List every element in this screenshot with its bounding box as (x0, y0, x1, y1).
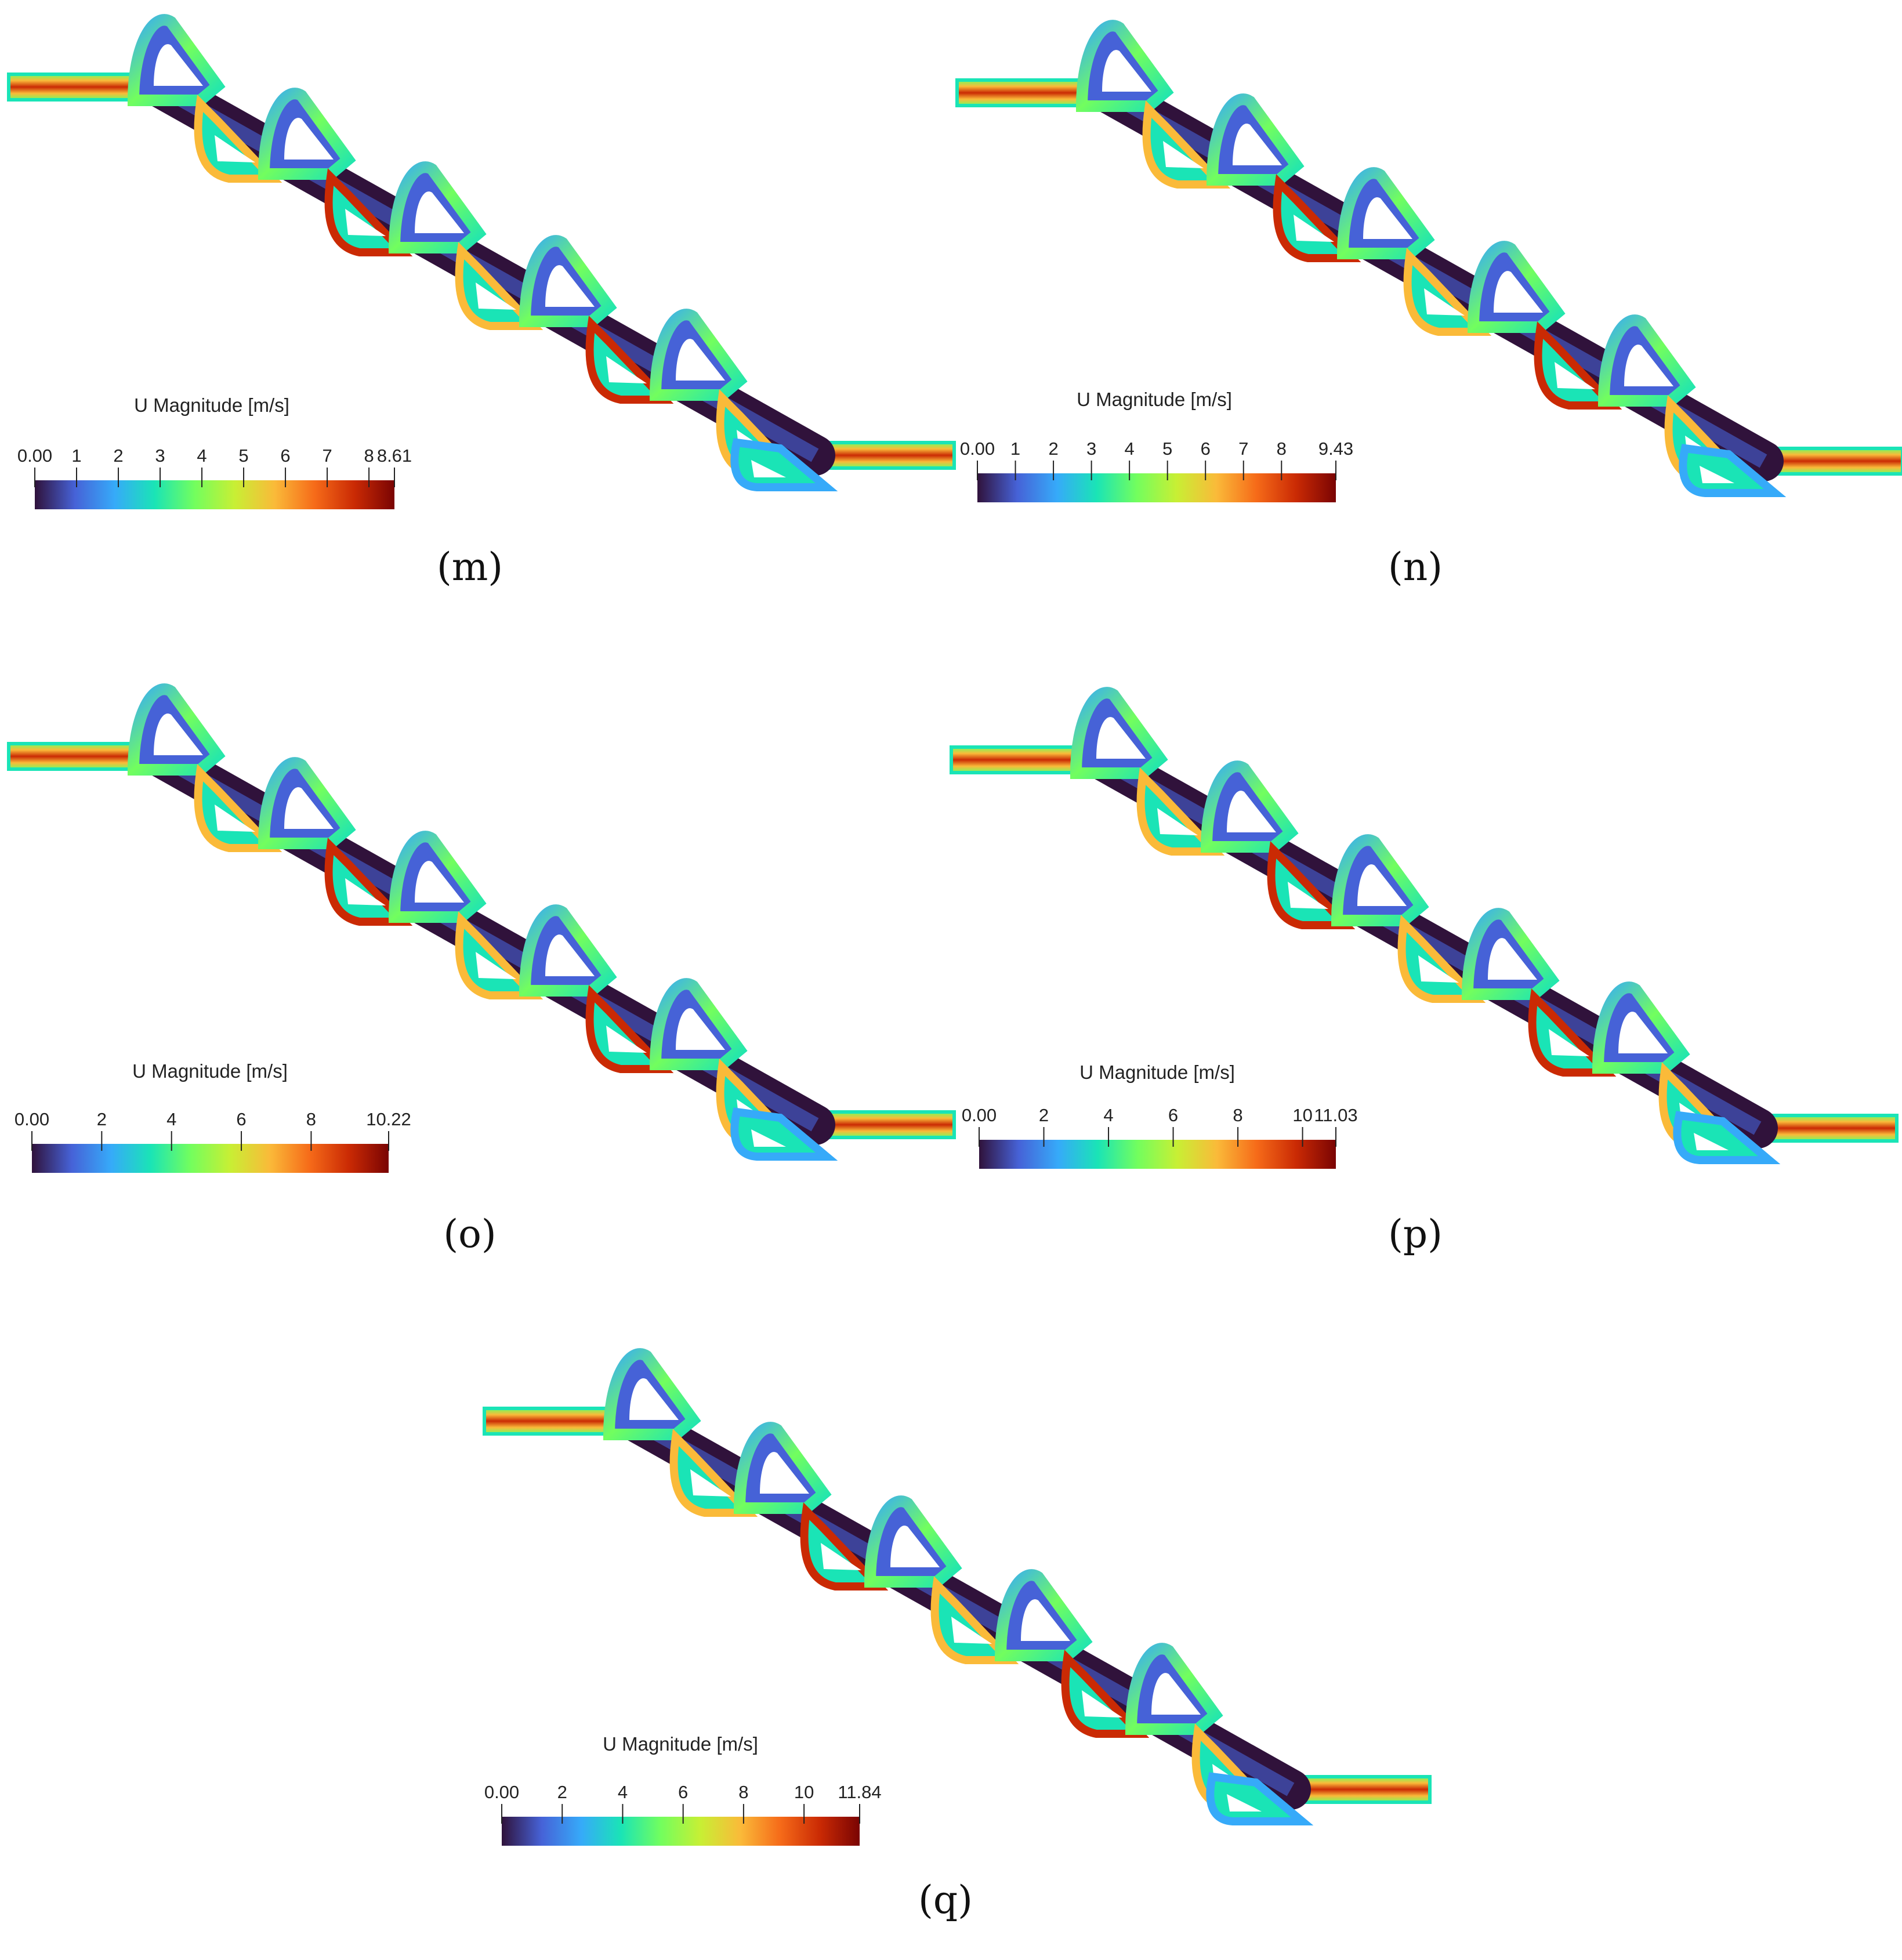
colorbar-tick-label: 10 (794, 1782, 814, 1802)
colorbar-tick-label: 9.43 (1318, 439, 1353, 459)
colorbar-tick-label: 0.00 (962, 1105, 997, 1125)
colorbar-tick-label: 10 (1292, 1105, 1312, 1125)
colorbar-tick-label: 11.84 (838, 1782, 881, 1802)
panel-o: U Magnitude [m/s] 0.00 2 4 6 8 10.22 (o) (9, 689, 954, 1256)
panel-caption: (q) (918, 1878, 973, 1922)
colorbar-title: U Magnitude [m/s] (1077, 389, 1232, 410)
panel-caption: (p) (1388, 1212, 1443, 1256)
colorbar-tick-label: 2 (97, 1109, 107, 1129)
colorbar-tick-label: 8 (364, 445, 374, 466)
colorbar-gradient (32, 1144, 389, 1173)
colorbar-tick-label: 2 (113, 445, 123, 466)
colorbar-tick-label: 2 (1048, 439, 1058, 459)
colorbar-tick-label: 6 (280, 445, 290, 466)
colorbar: U Magnitude [m/s] 0.00 1 2 3 4 5 6 7 8 9.43 (960, 389, 1353, 502)
colorbar-tick-label: 6 (678, 1782, 688, 1802)
colorbar-tick-label: 5 (238, 445, 248, 466)
colorbar-tick-label: 0.00 (15, 1109, 49, 1129)
colorbar-gradient (979, 1140, 1336, 1169)
colorbar: U Magnitude [m/s] 0.00 2 4 6 8 10 11.84 (484, 1733, 882, 1846)
colorbar-tick-label: 7 (322, 445, 332, 466)
colorbar-tick-label: 5 (1162, 439, 1172, 459)
colorbar-tick-label: 2 (1039, 1105, 1049, 1125)
colorbar-tick-label: 1 (71, 445, 81, 466)
colorbar-title: U Magnitude [m/s] (134, 394, 289, 416)
colorbar-tick-label: 11.03 (1314, 1105, 1357, 1125)
colorbar-tick-label: 8 (738, 1782, 748, 1802)
panels-layer: U Magnitude [m/s]0.00 1 2 3 4 5 6 7 8 8.61(m)U Ma… (9, 20, 1902, 1922)
panel-p: U Magnitude [m/s] 0.00 2 4 6 8 10 11.03 (p) (951, 693, 1897, 1256)
panel-caption: (n) (1388, 545, 1443, 589)
colorbar-tick-label: 10.22 (366, 1109, 411, 1129)
colorbar-tick-label: 4 (1103, 1105, 1113, 1125)
colorbar-tick-label: 0.00 (960, 439, 995, 459)
colorbar-tick-label: 6 (1168, 1105, 1178, 1125)
colorbar-tick-label: 4 (166, 1109, 176, 1129)
colorbar-tick-label: 4 (618, 1782, 628, 1802)
colorbar-gradient (502, 1817, 860, 1846)
tesla-valve-velocity-field (957, 26, 1902, 493)
colorbar-tick-label: 3 (155, 445, 165, 466)
colorbar-tick-label: 2 (557, 1782, 567, 1802)
colorbar-tick-label: 1 (1010, 439, 1020, 459)
colorbar-tick-label: 0.00 (484, 1782, 519, 1802)
panel-m: U Magnitude [m/s] 0.00 1 2 3 4 5 6 7 8 8.61 (m) (9, 20, 954, 589)
colorbar-tick-label: 6 (1201, 439, 1211, 459)
colorbar-tick-label: 6 (236, 1109, 246, 1129)
colorbar-tick-label: 8 (1233, 1105, 1242, 1125)
colorbar: U Magnitude [m/s] 0.00 2 4 6 8 10.22 (15, 1060, 411, 1173)
colorbar-tick-label: 8 (1277, 439, 1287, 459)
colorbar-tick-label: 8 (306, 1109, 316, 1129)
colorbar-gradient (35, 480, 394, 509)
colorbar-tick-label: 3 (1086, 439, 1096, 459)
colorbar-title: U Magnitude [m/s] (1079, 1061, 1235, 1083)
panel-caption: (m) (437, 545, 503, 589)
colorbar-tick-label: 0.00 (17, 445, 52, 466)
colorbar: U Magnitude [m/s] 0.00 1 2 3 4 5 6 7 8 8.61 (17, 394, 412, 509)
panel-caption: (o) (443, 1212, 496, 1256)
colorbar-tick-label: 4 (1125, 439, 1135, 459)
colorbar: U Magnitude [m/s] 0.00 2 4 6 8 10 11.03 (962, 1061, 1358, 1169)
tesla-valve-velocity-field (951, 693, 1897, 1160)
colorbar-tick-label: 4 (197, 445, 206, 466)
colorbar-tick-label: 7 (1238, 439, 1248, 459)
panel-n: U Magnitude [m/s] 0.00 1 2 3 4 5 6 7 8 9.43 (n) (957, 26, 1902, 589)
colorbar-title: U Magnitude [m/s] (132, 1060, 288, 1082)
panel-q: U Magnitude [m/s] 0.00 2 4 6 8 10 11.84 (q) (484, 1354, 1430, 1922)
tesla-valve-velocity-field (9, 20, 954, 487)
colorbar-tick-label: 8.61 (377, 445, 412, 466)
colorbar-title: U Magnitude [m/s] (603, 1733, 758, 1755)
tesla-valve-velocity-field (9, 689, 954, 1157)
colorbar-gradient (977, 473, 1336, 502)
